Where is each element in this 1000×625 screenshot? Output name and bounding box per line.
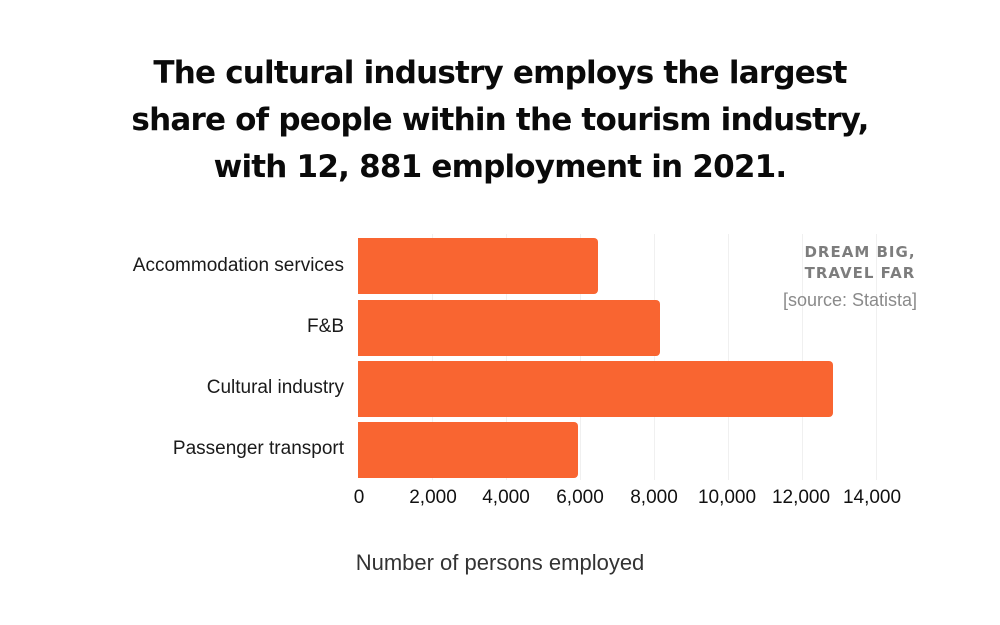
category-label: Passenger transport	[172, 438, 344, 459]
gridline	[876, 234, 877, 480]
watermark-line-2: TRAVEL FAR	[804, 264, 916, 282]
bar-fnb	[358, 300, 660, 356]
chart-title: The cultural industry employs the larges…	[0, 50, 1000, 191]
x-tick-label: 2,000	[409, 487, 457, 508]
gridline	[802, 234, 803, 480]
watermark-line-1: DREAM BIG,	[804, 243, 916, 261]
x-tick-label: 4,000	[482, 487, 530, 508]
title-line-3: with 12, 881 employment in 2021.	[213, 149, 788, 185]
category-label: Accommodation services	[132, 255, 344, 276]
source-note: [source: Statista]	[782, 290, 918, 310]
gridline	[728, 234, 729, 480]
title-line-1: The cultural industry employs the larges…	[153, 55, 847, 91]
x-tick-label: 8,000	[630, 487, 678, 508]
plot-area	[358, 234, 878, 480]
bar-passenger-transport	[358, 422, 578, 478]
gridline	[580, 234, 581, 480]
x-tick-label: 14,000	[842, 487, 902, 508]
category-label: Cultural industry	[206, 377, 344, 398]
title-line-2: share of people within the tourism indus…	[131, 102, 869, 138]
x-tick-label: 0	[353, 487, 365, 508]
gridline	[432, 234, 433, 480]
x-tick-label: 12,000	[771, 487, 831, 508]
x-tick-label: 6,000	[556, 487, 604, 508]
x-axis-label: Number of persons employed	[355, 550, 645, 575]
watermark-slogan: DREAM BIG, TRAVEL FAR	[770, 242, 950, 284]
bar-accommodation-services	[358, 238, 598, 294]
bar-cultural-industry	[358, 361, 833, 417]
category-label: F&B	[307, 316, 344, 337]
gridline	[506, 234, 507, 480]
gridline	[654, 234, 655, 480]
x-tick-label: 10,000	[697, 487, 757, 508]
